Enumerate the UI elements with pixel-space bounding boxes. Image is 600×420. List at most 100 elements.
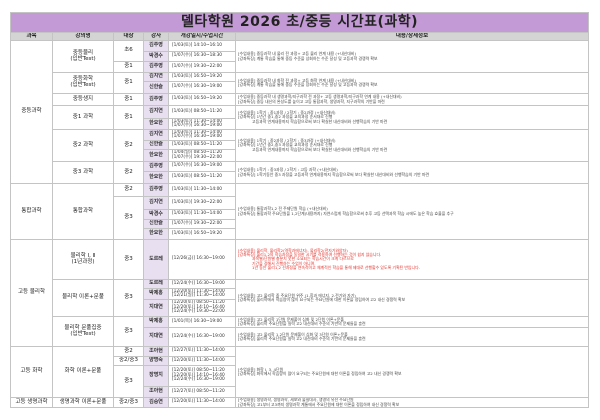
teacher-name: 박제홍 bbox=[143, 316, 169, 328]
schedule-cell: [1/07(수)] 16:30~19:00 bbox=[168, 81, 236, 94]
teacher-name: 김승연 bbox=[143, 397, 169, 408]
schedule-cell: [1/03(토)] 08:50~11:20 bbox=[168, 105, 236, 119]
target-grade: 중3 bbox=[113, 365, 144, 398]
schedule-time: [12/24(수)] 16:30~19:00 bbox=[172, 333, 225, 339]
schedule-cell: [1/03(토)] 11:30~14:00 [1/07(수)] 16:30~19:… bbox=[168, 118, 236, 130]
teacher-name: 김주영 bbox=[143, 40, 169, 52]
schedule-time: [1/03(토)] 11:30~14:00 bbox=[172, 118, 223, 124]
detail-line: [수업내용] 통합과학1,2 전 주제단원 학습 (+내신대비) bbox=[238, 206, 328, 212]
detail-line: [수업내용] 물리학, 물리학2(역학과에너지), 물리학2(전자기와양자) bbox=[238, 248, 348, 254]
schedule-time: [1/03(토)] 11:30~14:00 bbox=[172, 186, 223, 192]
header-course: 강의명 bbox=[52, 32, 114, 41]
course-name-line: (입반Test) bbox=[70, 82, 96, 88]
teacher-name: 지대연 bbox=[143, 299, 169, 317]
target-grade: 중3 bbox=[113, 196, 144, 240]
detail-line: [수업내용] 고2 물리학 1,2단원 문제풀이 심화 및 3단원 이론+문풀 bbox=[238, 331, 348, 337]
teacher-name: 장명지 bbox=[143, 365, 169, 387]
teacher-name: 한요한 bbox=[143, 118, 169, 130]
teacher-name: 양명숙 bbox=[143, 356, 169, 366]
schedule-time: [12/24(수)] 16:30~19:00 bbox=[172, 280, 225, 286]
schedule-time: [1/07(수)] 19:30~22:00 bbox=[172, 154, 223, 160]
course-name-line: (1년과정) bbox=[71, 258, 95, 265]
detail-line: [강좌특징] 화학에서 학습량이 많이 요구되는 주요단원에 대한 이론을 정립… bbox=[238, 371, 402, 376]
details-cell: [수업내용] 통합과학1,2 전 주제단원 학습 (+내신대비) [강좌특징] 통… bbox=[235, 183, 589, 240]
header-schedule: 개강일시/수업시간 bbox=[168, 32, 236, 41]
target-grade: 중1 bbox=[113, 93, 144, 106]
teacher-name: 한요한 bbox=[143, 228, 169, 240]
detail-line: [수업내용] 화학 I, 3, 4단원 bbox=[238, 366, 284, 372]
schedule-cell: [1/01(목)] 16:30~19:00 bbox=[168, 316, 236, 328]
details-cell: [수업내용] 화학 I, 3, 4단원 [강좌특징] 화학에서 학습량이 많이 요… bbox=[235, 346, 589, 398]
detail-line: 과목별/단원별 충분치 못한 소요되는 학습시간이 크게 다르므로 bbox=[252, 256, 354, 262]
teacher-name: 박제홍 bbox=[143, 288, 169, 300]
schedule-time: [12/27(토)] 08:50~11:20 bbox=[172, 388, 225, 394]
detail-line: [수업내용] 1학기 : 중1과정 / 2학기 : 중2과정 (+내신대비) bbox=[238, 110, 336, 116]
table-row: 물리학 문풀집중 (입반Test) 중3 박제홍 [1/01(목)] 16:30~19:… bbox=[11, 316, 589, 347]
schedule-cell: [1/03(토)] 11:30~14:00 [1/07(수)] 16:30~19:… bbox=[168, 129, 236, 141]
schedule-time: [1/03(토)] 16:50~19:20 bbox=[172, 230, 223, 236]
details-cell: [수업내용] 물리학, 물리학2(역학과에너지), 물리학2(전자기와양자) [강… bbox=[235, 239, 589, 280]
detail-line: [강좌특징] 고1부터 고3까지 생명과학 계통에서 주요단원에 대한 이론을 … bbox=[238, 401, 400, 407]
course-name-line: 중3 과학 bbox=[72, 168, 94, 175]
teacher-name: 김지연 bbox=[143, 72, 169, 82]
teacher-name: 도르레 bbox=[143, 279, 169, 289]
schedule-cell: [12/20(토)] 11:30~14:00 [12/21(일)] 11:30~1… bbox=[168, 288, 236, 300]
table-row: 조아현 [12/27(토)] 08:50~11:20 bbox=[11, 386, 589, 398]
schedule-time: [1/07(수)] 16:30~19:00 bbox=[172, 163, 223, 169]
detail-line: [수업내용] 생명과학, 생명과학, 세포와 물질대사, 생명의 유전 주요단원 bbox=[238, 397, 354, 403]
header-target: 대상 bbox=[113, 32, 144, 41]
subject-cell: 고등 물리학 bbox=[10, 239, 53, 347]
teacher-name: 신한슬 bbox=[143, 140, 169, 150]
detail-line: [강좌특징] 통합과학 주요단원을 1,2단계(내용까지) 자연스럽게 학습함으… bbox=[238, 210, 454, 216]
teacher-name: 도르레 bbox=[143, 239, 169, 280]
table-row: 중3 과학 중2 김주영 [1/07(수)] 16:30~19:00 [수업내용] 1학… bbox=[11, 161, 589, 184]
schedule-cell: [12/27(토)] 08:50~11:20 bbox=[168, 386, 236, 398]
table-row: 중등과학 중등물리 (입반Test) 초6 김주영 [1/03(토)] 14:10~16:… bbox=[10, 40, 589, 184]
teacher-name: 김지연 bbox=[143, 196, 169, 210]
schedule-time: [12/26(금)] 16:30~19:00 bbox=[172, 256, 225, 262]
course-name: 물리학 Ⅰ, Ⅱ (1년과정) bbox=[52, 239, 114, 280]
table-row: 중등화학 (입반Test) 중1 김지연 [1/03(토)] 16:50~19:20 [수… bbox=[11, 72, 589, 94]
table-row: 고등 물리학 물리학 Ⅰ, Ⅱ (1년과정) 중3 도르레 [12/26(금)] 16:3… bbox=[10, 239, 589, 347]
detail-line: [수업내용] 중등과학 내 생명과학/지구과학 전 과정+ 고등 생명과학/지구… bbox=[238, 94, 402, 100]
course-name: 통합과학 bbox=[52, 183, 114, 240]
table-row: 고등 생명과학 생명과학 이론+문풀 중2/중3 김승연 [12/20(토)] 11:3… bbox=[10, 397, 589, 408]
schedule-time: [1/07(수)] 16:30~18:30 bbox=[172, 53, 223, 59]
schedule-time: [1/03(토)] 08:50~11:20 bbox=[172, 174, 223, 180]
target-grade: 중3 bbox=[113, 279, 144, 317]
schedule-cell: [12/26(금)] 16:30~19:00 bbox=[168, 239, 236, 280]
course-name-line: 통합과학 bbox=[72, 207, 94, 214]
target-grade: 중1 bbox=[113, 61, 144, 73]
detail-line: [수업내용] 고2 물리학 중 주요단원 위주 (1.힘과 에너지, 2.전기와… bbox=[238, 292, 356, 298]
teacher-name: 조아현 bbox=[143, 386, 169, 398]
detail-line: [강좌특징] 1년간 중1,중2 과정을 교육과정 순서대로 진행 bbox=[238, 114, 333, 120]
table-row: 지대연 [12/20(토)] 08:50~11:20 [12/20(토)] 14:1… bbox=[11, 299, 589, 317]
detail-line: [수업내용] 중등과학 내 물리 전 과정+ 고등 물리 연계 내용 (+내신대… bbox=[238, 51, 357, 57]
schedule-time: [1/03(토)] 16:50~19:20 bbox=[172, 73, 223, 79]
table-row: 한요한 [1/03(토)] 11:30~14:00 [1/07(수)] 16:30~… bbox=[11, 118, 589, 130]
detail-line: [수업내용] 1학기 : 중3과정 / 2학기 : 고등 과학 (+내신대비) bbox=[238, 167, 338, 173]
teacher-name: 한요한 bbox=[143, 171, 169, 184]
schedule-cell: [1/07(수)] 19:30~22:00 bbox=[168, 61, 236, 73]
detail-line: [강좌특징] 물리학에서 학습량이 많이 요구되는 주요단원에 대한 이론을 정… bbox=[238, 297, 406, 302]
schedule-time: [12/27(토)] 11:30~14:00 bbox=[172, 348, 225, 354]
course-name-line: 물리학 문풀집중 bbox=[64, 324, 102, 331]
schedule-time: [1/04(일)] 08:50~11:20 bbox=[172, 150, 223, 155]
detail-line: [수업내용] 1학기 : 중2과정 / 2학기 : 중3과정 (+내신대비) bbox=[238, 138, 336, 144]
course-name-line: 생명과학 이론+문풀 bbox=[59, 398, 107, 405]
target-grade: 중2 bbox=[113, 129, 144, 162]
target-grade: 초6 bbox=[113, 40, 144, 62]
target-grade: 중2/중3 bbox=[113, 397, 144, 408]
schedule-time: [1/07(수)] 16:30~19:00 bbox=[172, 84, 223, 90]
target-grade: 중2 bbox=[113, 346, 144, 357]
schedule-time: [1/03(토)] 14:10~16:10 bbox=[172, 42, 223, 48]
timetable: 델타학원 2026 초/중등 시간표(과학) 과목 강의명 대상 강사 개강일시… bbox=[10, 12, 589, 408]
schedule-cell: [1/04(일)] 08:50~11:20 [1/07(수)] 19:30~22:… bbox=[168, 149, 236, 162]
page-title: 델타학원 2026 초/중등 시간표(과학) bbox=[10, 12, 589, 33]
course-name-line: 물리학 이론+문풀 bbox=[62, 294, 104, 301]
teacher-name: 조아현 bbox=[143, 346, 169, 357]
schedule-cell: [1/03(토)] 14:10~16:10 bbox=[168, 40, 236, 52]
schedule-time: [12/20(토)] 11:30~14:00 bbox=[172, 288, 225, 294]
schedule-time: [1/03(토)] 19:30~22:00 bbox=[172, 199, 223, 205]
detail-line: 1년 동안 물리1,2 전과정을 연속적이고 체계적인 학습을 통해 제대로 선… bbox=[252, 264, 420, 270]
